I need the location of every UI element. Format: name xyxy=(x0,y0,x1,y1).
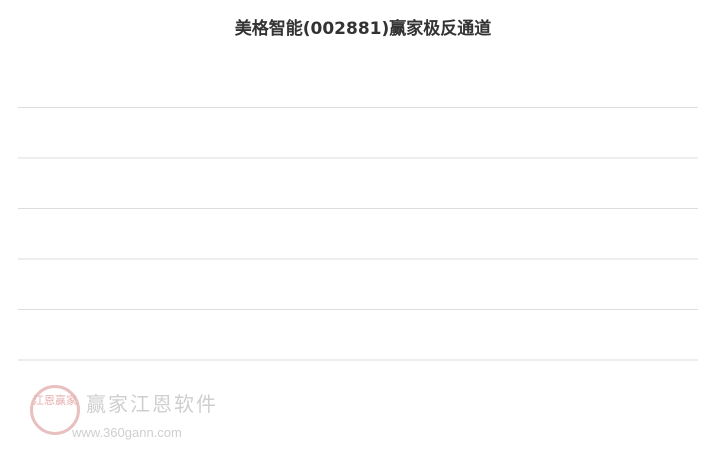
watermark-brand: 赢家江恩软件 xyxy=(86,392,218,416)
watermark-logo: 江恩赢家 xyxy=(30,385,80,435)
watermark-url: www.360gann.com xyxy=(72,425,182,440)
chart-title: 美格智能(002881)赢家极反通道 xyxy=(234,19,492,39)
